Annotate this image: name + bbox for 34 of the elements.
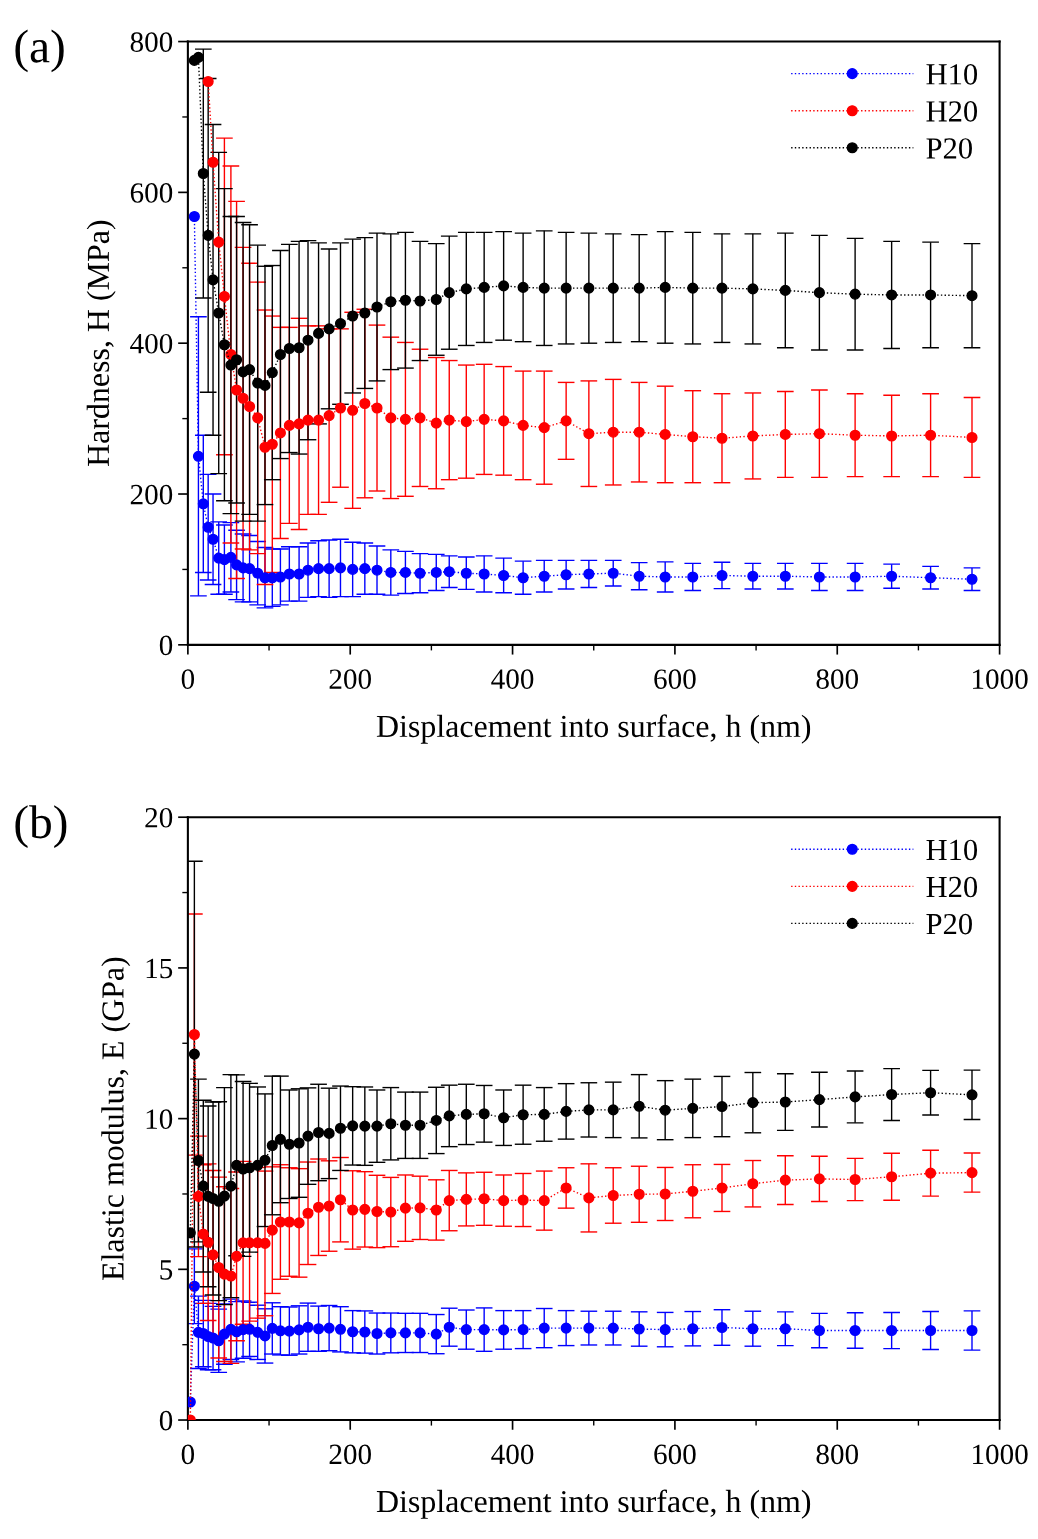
x-tick-label: 800 xyxy=(816,1444,859,1465)
legend-label: P20 xyxy=(926,913,972,935)
x-tick-label: 600 xyxy=(654,1444,696,1465)
y-tick-label: 0 xyxy=(159,635,173,656)
chart-title: (a) xyxy=(15,29,64,73)
y-tick-label: 20 xyxy=(145,807,173,828)
x-tick-label: 600 xyxy=(654,669,696,689)
x-tick-label: 200 xyxy=(329,669,371,689)
chart-title: (b) xyxy=(15,805,67,848)
x-tick-label: 0 xyxy=(181,669,195,689)
x-tick-label: 200 xyxy=(329,1444,371,1465)
y-tick-label: 15 xyxy=(146,958,173,979)
x-axis-title: Displacement into surface, h (nm) xyxy=(376,1489,811,1519)
legend-label: H20 xyxy=(926,101,978,122)
y-tick-label: 5 xyxy=(160,1260,173,1280)
y-tick-label: 600 xyxy=(130,183,173,203)
y-tick-label: 10 xyxy=(146,1109,173,1130)
legend-label: H20 xyxy=(926,876,978,898)
legend-label: P20 xyxy=(926,138,972,159)
legend-label: H10 xyxy=(926,64,978,85)
x-axis-title: Displacement into surface, h (nm) xyxy=(376,714,811,744)
y-axis-title: Hardness, H (MPa) xyxy=(86,220,116,467)
x-tick-label: 800 xyxy=(816,669,859,689)
y-tick-label: 800 xyxy=(130,32,173,52)
x-tick-label: 0 xyxy=(181,1444,195,1465)
legend-label: H10 xyxy=(926,839,978,861)
x-tick-label: 1000 xyxy=(972,1444,1028,1465)
x-tick-label: 1000 xyxy=(972,669,1028,689)
y-axis-title: Elastic modulus, E (GPa) xyxy=(101,957,131,1281)
y-tick-label: 0 xyxy=(159,1410,173,1431)
y-tick-label: 200 xyxy=(130,484,173,505)
x-tick-label: 400 xyxy=(491,669,534,689)
y-tick-label: 400 xyxy=(130,333,173,354)
x-tick-label: 400 xyxy=(491,1444,534,1465)
